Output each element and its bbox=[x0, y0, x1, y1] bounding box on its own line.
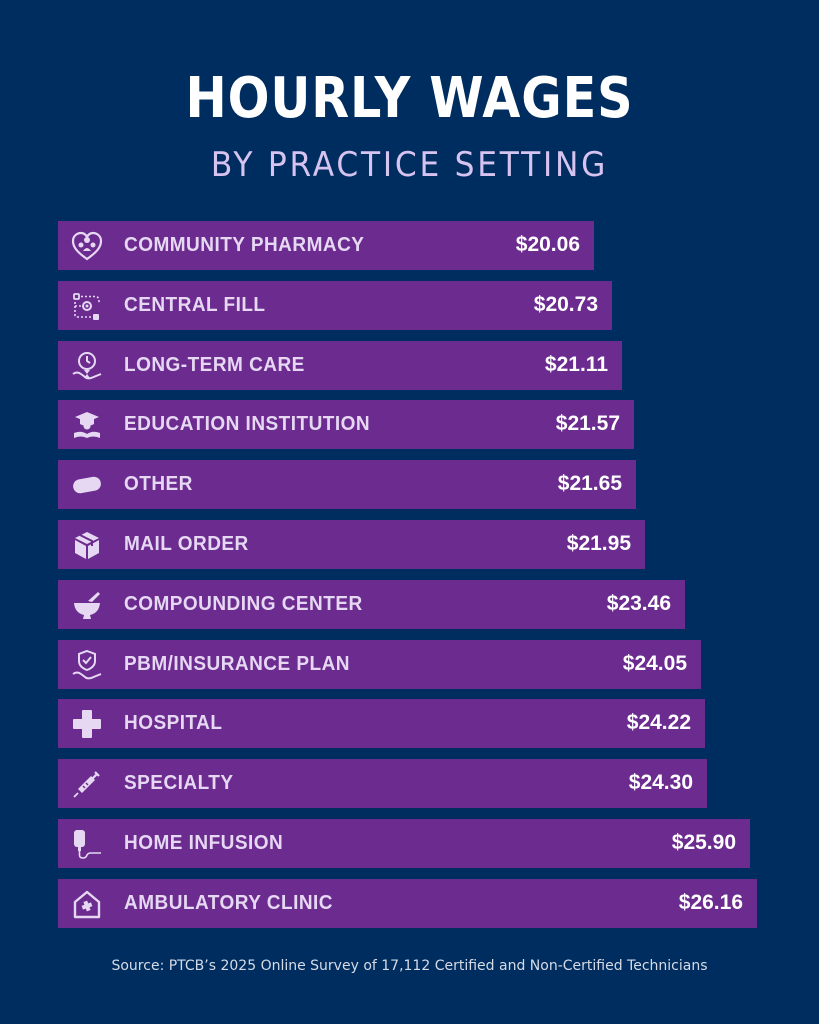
hourglass-hand-icon bbox=[71, 350, 103, 382]
source-note: Source: PTCB’s 2025 Online Survey of 17,… bbox=[0, 958, 819, 974]
box-icon bbox=[71, 529, 103, 561]
bar-value-label: $21.57 bbox=[556, 412, 620, 436]
bar-label: PBM/INSURANCE PLAN bbox=[124, 653, 350, 676]
heart-people-icon bbox=[71, 230, 103, 262]
bar-compounding-center: COMPOUNDING CENTER $23.46 bbox=[58, 580, 685, 629]
bar-value-label: $23.46 bbox=[607, 592, 671, 616]
bar-home-infusion: HOME INFUSION $25.90 bbox=[58, 819, 750, 868]
bar-ambulatory-clinic: AMBULATORY CLINIC $26.16 bbox=[58, 879, 757, 928]
bar-label: EDUCATION INSTITUTION bbox=[124, 413, 370, 436]
cross-icon bbox=[71, 708, 103, 740]
bar-label: COMPOUNDING CENTER bbox=[124, 593, 363, 616]
workflow-icon bbox=[71, 290, 103, 322]
bar-specialty: SPECIALTY $24.30 bbox=[58, 759, 707, 808]
mortar-pestle-icon bbox=[71, 589, 103, 621]
shield-hand-icon bbox=[71, 649, 103, 681]
bar-value-label: $20.73 bbox=[534, 293, 598, 317]
bar-label: HOSPITAL bbox=[124, 712, 222, 735]
bar-value-label: $21.65 bbox=[558, 472, 622, 496]
bar-label: COMMUNITY PHARMACY bbox=[124, 234, 364, 257]
bar-label: MAIL ORDER bbox=[124, 533, 249, 556]
bar-other: OTHER $21.65 bbox=[58, 460, 636, 509]
bar-value-label: $21.95 bbox=[567, 532, 631, 556]
bar-label: OTHER bbox=[124, 473, 193, 496]
bar-community-pharmacy: COMMUNITY PHARMACY $20.06 bbox=[58, 221, 594, 270]
bar-pbm-insurance-plan: PBM/INSURANCE PLAN $24.05 bbox=[58, 640, 701, 689]
bar-value-label: $20.06 bbox=[516, 233, 580, 257]
pill-icon bbox=[71, 469, 103, 501]
bar-label: LONG-TERM CARE bbox=[124, 354, 305, 377]
graduate-book-icon bbox=[71, 409, 103, 441]
iv-bag-icon bbox=[71, 828, 103, 860]
bar-value-label: $25.90 bbox=[672, 831, 736, 855]
bar-label: AMBULATORY CLINIC bbox=[124, 892, 333, 915]
syringe-icon bbox=[71, 768, 103, 800]
bar-long-term-care: LONG-TERM CARE $21.11 bbox=[58, 341, 622, 390]
bar-label: SPECIALTY bbox=[124, 772, 234, 795]
bar-value-label: $24.30 bbox=[629, 771, 693, 795]
bar-value-label: $24.22 bbox=[627, 711, 691, 735]
bar-value-label: $24.05 bbox=[623, 652, 687, 676]
bar-mail-order: MAIL ORDER $21.95 bbox=[58, 520, 645, 569]
bar-central-fill: CENTRAL FILL $20.73 bbox=[58, 281, 612, 330]
bar-value-label: $21.11 bbox=[545, 353, 608, 377]
bar-label: CENTRAL FILL bbox=[124, 294, 266, 317]
bar-value-label: $26.16 bbox=[679, 891, 743, 915]
bar-label: HOME INFUSION bbox=[124, 832, 283, 855]
house-plus-icon bbox=[71, 888, 103, 920]
bar-education-institution: EDUCATION INSTITUTION $21.57 bbox=[58, 400, 634, 449]
bar-hospital: HOSPITAL $24.22 bbox=[58, 699, 705, 748]
